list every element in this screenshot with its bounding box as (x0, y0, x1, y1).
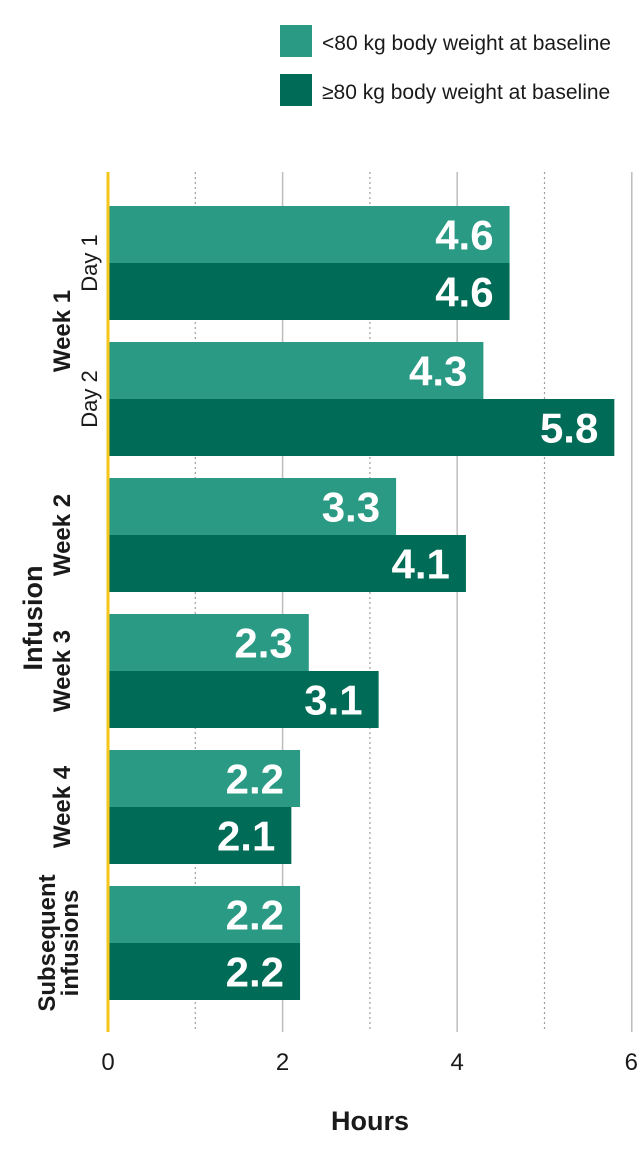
bar-under80-2 (108, 342, 484, 399)
x-tick-4: 4 (451, 1049, 464, 1076)
value-label-under80-3: 3.3 (322, 484, 380, 531)
sub-label-day-2: Day 2 (77, 370, 102, 427)
bar-over80-4 (108, 671, 379, 728)
sub-label-day-1: Day 1 (77, 234, 102, 291)
bar-under80-6 (108, 886, 301, 943)
value-label-under80-2: 4.3 (409, 348, 467, 395)
value-label-under80-5: 2.2 (226, 756, 284, 803)
group-label-week-1: Week 1 (49, 290, 76, 372)
bar-under80-4 (108, 614, 309, 671)
legend-swatch-over80 (280, 74, 312, 106)
value-label-over80-5: 2.1 (217, 813, 275, 860)
x-axis-title: Hours (331, 1106, 409, 1136)
legend-label-over80: ≥80 kg body weight at baseline (322, 81, 610, 104)
x-tick-2: 2 (276, 1049, 289, 1076)
value-label-over80-4: 3.1 (304, 677, 362, 724)
bar-over80-5 (108, 807, 292, 864)
group-label-week-2: Week 2 (49, 494, 76, 576)
x-tick-6: 6 (625, 1049, 638, 1076)
value-label-under80-6: 2.2 (226, 892, 284, 939)
group-label-week-3: Week 3 (49, 630, 76, 712)
x-tick-0: 0 (101, 1049, 114, 1076)
value-labels: 4.6 4.6 4.3 5.8 3.3 4.1 2.3 3.1 2.2 2.1 2.2 2.2 (217, 212, 598, 996)
legend-swatch-under80 (280, 25, 312, 57)
bar-over80-2 (108, 399, 615, 456)
group-label-week-4: Week 4 (49, 765, 76, 848)
bar-over80-6 (108, 943, 301, 1000)
bar-over80-1 (108, 263, 510, 320)
bar-over80-3 (108, 535, 466, 592)
legend-label-under80: <80 kg body weight at baseline (322, 32, 611, 55)
value-label-over80-1: 4.6 (435, 269, 493, 316)
value-label-over80-2: 5.8 (540, 405, 598, 452)
value-label-under80-4: 2.3 (234, 620, 292, 667)
bars (108, 206, 615, 1000)
bar-under80-3 (108, 478, 397, 535)
bar-under80-1 (108, 206, 510, 263)
value-label-under80-1: 4.6 (435, 212, 493, 259)
value-label-over80-6: 2.2 (226, 949, 284, 996)
x-tick-labels: 0 2 4 6 (101, 1049, 638, 1076)
y-axis-title: Infusion (18, 566, 48, 671)
value-label-over80-3: 4.1 (392, 541, 450, 588)
bar-under80-5 (108, 750, 301, 807)
legend: <80 kg body weight at baseline ≥80 kg bo… (280, 25, 611, 106)
group-label-subsequent-infusions: Subsequentinfusions (34, 874, 84, 1011)
